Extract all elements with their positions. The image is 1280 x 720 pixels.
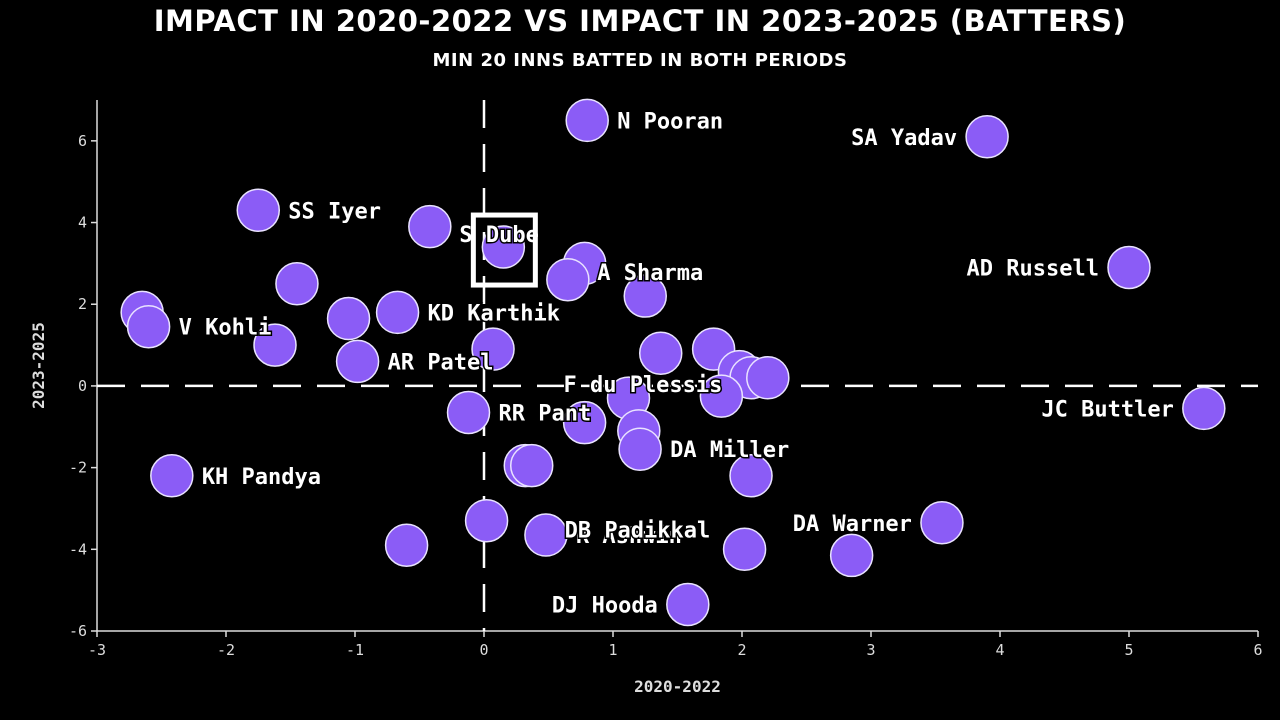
data-point <box>1107 245 1151 290</box>
data-point <box>275 262 319 306</box>
data-point <box>562 400 607 445</box>
data-point <box>546 257 590 302</box>
data-point <box>509 443 554 488</box>
y-tick-label: 2 <box>78 295 87 313</box>
data-point <box>253 323 297 367</box>
y-tick-label: -6 <box>69 622 87 640</box>
x-tick-label: 2 <box>737 641 746 659</box>
data-label: AD Russell <box>967 256 1099 281</box>
data-point <box>638 331 683 375</box>
highlight-rectangle <box>470 212 538 288</box>
data-point <box>699 374 744 418</box>
y-tick-label: 6 <box>78 132 87 150</box>
data-label: DA Warner <box>793 512 912 537</box>
y-tick-label: -4 <box>69 540 87 558</box>
data-point <box>375 290 420 335</box>
data-point <box>722 527 767 572</box>
data-label: DJ Hooda <box>552 593 658 618</box>
data-point <box>920 501 964 545</box>
x-tick-label: -1 <box>346 641 364 659</box>
x-tick-label: 6 <box>1253 641 1262 659</box>
data-point <box>1182 386 1226 431</box>
data-point <box>335 339 380 384</box>
y-axis-title: 2023-2025 <box>29 322 48 409</box>
data-label: N Pooran <box>617 109 723 134</box>
data-point <box>729 454 773 498</box>
data-point <box>829 533 874 578</box>
x-tick-label: 1 <box>608 641 617 659</box>
data-label: JC Buttler <box>1041 397 1173 422</box>
y-tick-label: 0 <box>78 377 87 395</box>
data-point <box>666 582 710 627</box>
data-label: KH Pandya <box>202 465 321 490</box>
y-tick-label: -2 <box>69 459 87 477</box>
data-point <box>408 204 452 249</box>
data-point <box>236 188 280 233</box>
y-tick-label: 4 <box>78 214 87 232</box>
data-point <box>965 115 1009 159</box>
data-points <box>120 98 1226 627</box>
data-label: AR Patel <box>388 350 494 375</box>
data-point <box>126 304 171 349</box>
data-point <box>471 327 515 371</box>
data-label: R Ashwin <box>576 524 682 549</box>
x-tick-label: 5 <box>1124 641 1133 659</box>
x-tick-label: 4 <box>995 641 1004 659</box>
data-point <box>481 225 526 269</box>
data-point <box>326 296 371 341</box>
data-point <box>464 498 509 543</box>
x-tick-label: -3 <box>88 641 106 659</box>
data-point <box>524 513 568 557</box>
data-point <box>150 454 194 498</box>
x-axis-title: 2020-2022 <box>634 677 721 696</box>
data-label: DB Padikkal <box>565 518 711 543</box>
chart-subtitle: MIN 20 INNS BATTED IN BOTH PERIODS <box>432 50 848 71</box>
x-tick-label: -2 <box>217 641 235 659</box>
x-tick-label: 0 <box>479 641 488 659</box>
data-point <box>618 427 662 471</box>
chart-title: IMPACT IN 2020-2022 VS IMPACT IN 2023-20… <box>153 4 1127 38</box>
data-point <box>623 274 667 318</box>
data-label: SA Yadav <box>851 126 957 151</box>
data-point <box>746 356 790 400</box>
data-label: A Sharma <box>597 261 703 286</box>
axes: -3 -2 -1 0 1 2 3 4 5 6 -6 -4 -2 0 2 4 6 2020-2022 2023-202… <box>29 100 1263 696</box>
data-label: V Kohli <box>179 316 272 341</box>
data-label: SS Iyer <box>288 199 381 224</box>
data-point <box>384 523 429 567</box>
data-label: KD Karthik <box>428 301 560 326</box>
highlight-box <box>470 212 538 288</box>
data-point <box>446 390 491 435</box>
data-label: RR Pant <box>499 401 592 426</box>
data-label: F du Plessis <box>563 373 722 398</box>
x-tick-label: 3 <box>866 641 875 659</box>
data-label: DA Miller <box>670 438 789 463</box>
data-point <box>565 98 609 143</box>
